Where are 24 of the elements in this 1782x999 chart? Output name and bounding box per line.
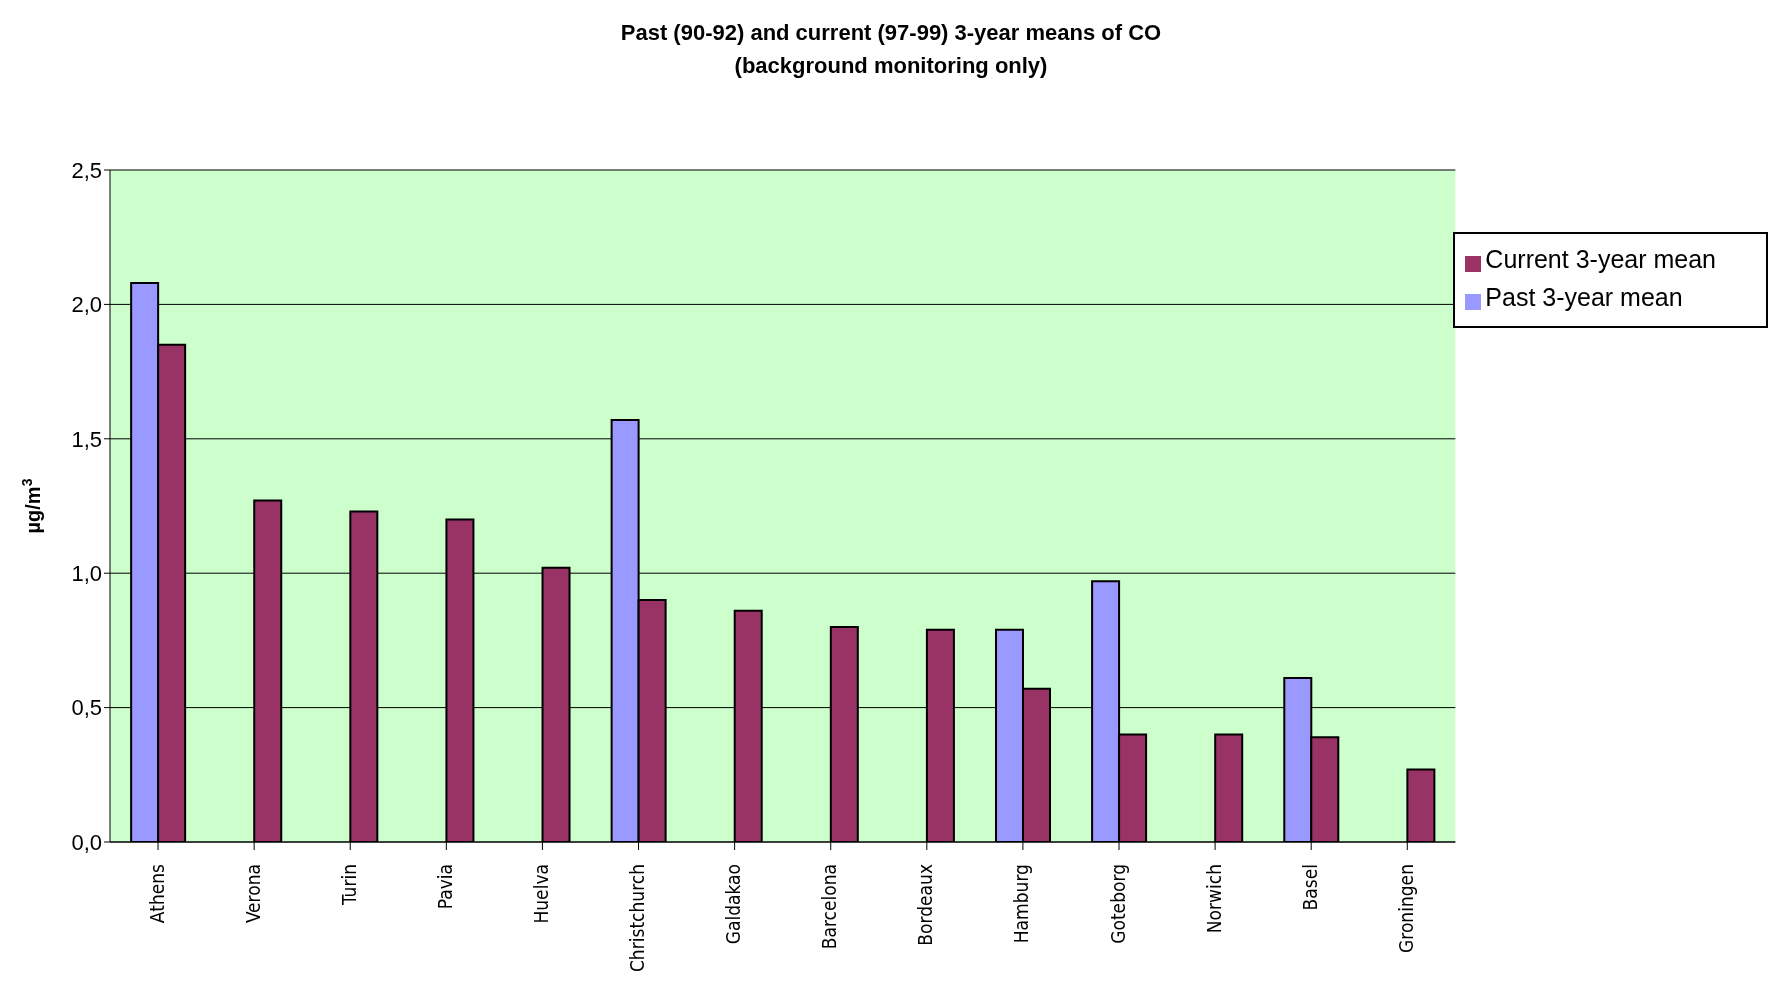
chart-subtitle: (background monitoring only) <box>733 52 1049 80</box>
x-tick-label: Goteborg <box>1106 864 1129 944</box>
y-tick-label: 2,0 <box>71 292 102 318</box>
y-tick-label: 0,5 <box>71 695 102 721</box>
y-tick-label: 2,5 <box>71 157 102 183</box>
y-tick-label: 0,0 <box>71 829 102 855</box>
x-tick-label: Groningen <box>1394 864 1417 953</box>
y-tick-label: 1,5 <box>71 426 102 452</box>
chart-title: Past (90-92) and current (97-99) 3-year means of CO <box>619 19 1163 47</box>
x-tick-label: Barcelona <box>818 864 841 950</box>
legend-label: Current 3-year mean <box>1485 245 1716 273</box>
x-tick-label: Galdakao <box>722 864 745 945</box>
x-tick-label: Christchurch <box>626 864 649 973</box>
x-tick-label: Basel <box>1298 864 1321 911</box>
x-tick-label: Pavia <box>433 864 456 910</box>
x-tick-label: Bordeaux <box>914 864 937 946</box>
legend-label: Past 3-year mean <box>1485 283 1683 311</box>
y-tick-label: 1,0 <box>71 561 102 587</box>
x-tick-label: Hamburg <box>1010 864 1033 944</box>
x-tick-label: Turin <box>337 864 360 906</box>
x-tick-label: Huelva <box>529 864 552 924</box>
x-tick-label: Verona <box>241 864 264 924</box>
x-tick-label: Norwich <box>1202 864 1225 934</box>
x-tick-label: Athens <box>145 863 168 924</box>
